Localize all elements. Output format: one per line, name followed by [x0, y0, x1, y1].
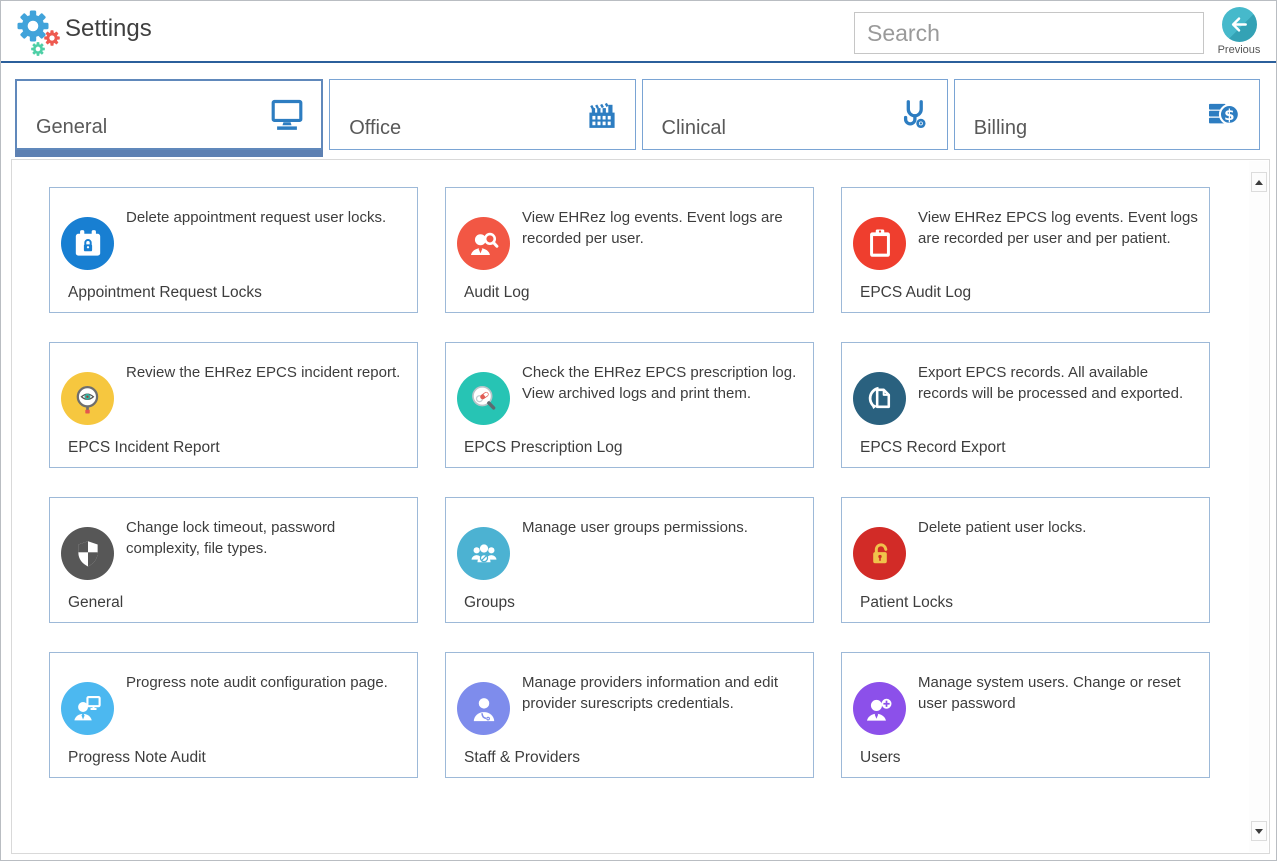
- card-epcs-audit-log[interactable]: View EHRez EPCS log events. Event logs a…: [841, 187, 1210, 313]
- card-patient-locks[interactable]: Delete patient user locks. Patient Locks: [841, 497, 1210, 623]
- header-bar: Settings Previous: [1, 1, 1276, 63]
- card-description: Manage user groups permissions.: [522, 519, 748, 536]
- user-add-icon: [853, 682, 906, 735]
- tab-label: Clinical: [661, 117, 726, 139]
- billing-icon: $: [1204, 97, 1244, 133]
- previous-button[interactable]: Previous: [1215, 7, 1263, 56]
- gears-logo-icon: [9, 4, 63, 60]
- card-title: EPCS Audit Log: [860, 284, 972, 301]
- card-audit-log[interactable]: View EHRez log events. Event logs are re…: [445, 187, 814, 313]
- settings-content-panel: Delete appointment request user locks. A…: [11, 159, 1270, 854]
- card-description: View EHRez log events. Event logs are re…: [522, 209, 783, 247]
- card-title: Staff & Providers: [464, 749, 581, 766]
- card-epcs-record-export[interactable]: Export EPCS records. All available recor…: [841, 342, 1210, 468]
- page-title: Settings: [65, 15, 152, 42]
- card-general[interactable]: Change lock timeout, password complexity…: [49, 497, 418, 623]
- card-description: Delete appointment request user locks.: [126, 209, 387, 226]
- scroll-down-button[interactable]: [1251, 821, 1267, 841]
- svg-text:$: $: [1224, 105, 1234, 123]
- tab-label: General: [36, 116, 108, 138]
- card-progress-note-audit[interactable]: Progress note audit configuration page. …: [49, 652, 418, 778]
- card-description: Manage system users. Change or reset use…: [918, 674, 1181, 712]
- previous-label: Previous: [1217, 44, 1261, 56]
- card-appointment-request-locks[interactable]: Delete appointment request user locks. A…: [49, 187, 418, 313]
- tab-billing[interactable]: Billing $: [953, 79, 1260, 150]
- card-title: Groups: [464, 594, 515, 611]
- tab-office[interactable]: Office: [329, 79, 636, 150]
- card-title: General: [68, 594, 124, 611]
- tab-label: Office: [349, 117, 402, 139]
- monitor-icon: [268, 97, 306, 133]
- user-search-icon: [457, 217, 510, 270]
- vertical-scrollbar[interactable]: [1249, 161, 1268, 852]
- magnifier-pills-icon: [457, 372, 510, 425]
- triangle-down-icon: [1255, 828, 1263, 834]
- card-title: EPCS Prescription Log: [464, 439, 623, 456]
- factory-icon: [584, 97, 620, 133]
- settings-tabs: General Office: [15, 79, 1260, 157]
- document-export-icon: [853, 372, 906, 425]
- user-monitor-icon: [61, 682, 114, 735]
- card-description: Progress note audit configuration page.: [126, 674, 388, 691]
- padlock-icon: [853, 527, 906, 580]
- card-description: Delete patient user locks.: [918, 519, 1087, 536]
- card-staff-providers[interactable]: Manage providers information and edit pr…: [445, 652, 814, 778]
- card-title: EPCS Record Export: [860, 439, 1006, 456]
- scroll-up-button[interactable]: [1251, 172, 1267, 192]
- tab-general[interactable]: General: [15, 79, 324, 157]
- settings-card-grid: Delete appointment request user locks. A…: [12, 160, 1247, 853]
- calendar-lock-icon: [61, 217, 114, 270]
- tab-clinical[interactable]: Clinical: [641, 79, 948, 150]
- card-groups[interactable]: Manage user groups permissions. Groups: [445, 497, 814, 623]
- card-title: Patient Locks: [860, 594, 954, 611]
- card-title: Users: [860, 749, 901, 766]
- card-title: Progress Note Audit: [68, 749, 206, 766]
- card-title: Audit Log: [464, 284, 530, 301]
- card-description: Manage providers information and edit pr…: [522, 674, 778, 712]
- card-description: Review the EHRez EPCS incident report.: [126, 364, 401, 381]
- card-description: Export EPCS records. All available recor…: [918, 364, 1184, 402]
- card-users[interactable]: Manage system users. Change or reset use…: [841, 652, 1210, 778]
- tab-label: Billing: [973, 117, 1028, 139]
- doctor-icon: [457, 682, 510, 735]
- search-input[interactable]: [854, 12, 1204, 54]
- stethoscope-icon: [896, 96, 932, 134]
- card-title: Appointment Request Locks: [68, 284, 262, 301]
- card-epcs-incident-report[interactable]: Review the EHRez EPCS incident report. E…: [49, 342, 418, 468]
- triangle-up-icon: [1255, 179, 1263, 185]
- card-title: EPCS Incident Report: [68, 439, 220, 456]
- shield-icon: [61, 527, 114, 580]
- card-epcs-prescription-log[interactable]: Check the EHRez EPCS prescription log. V…: [445, 342, 814, 468]
- magnifier-eye-icon: [61, 372, 114, 425]
- back-arrow-icon: [1221, 7, 1257, 42]
- clipboard-icon: [853, 217, 906, 270]
- card-description: Check the EHRez EPCS prescription log. V…: [522, 364, 797, 402]
- user-group-icon: [457, 527, 510, 580]
- card-description: Change lock timeout, password complexity…: [126, 519, 336, 557]
- card-description: View EHRez EPCS log events. Event logs a…: [918, 209, 1198, 247]
